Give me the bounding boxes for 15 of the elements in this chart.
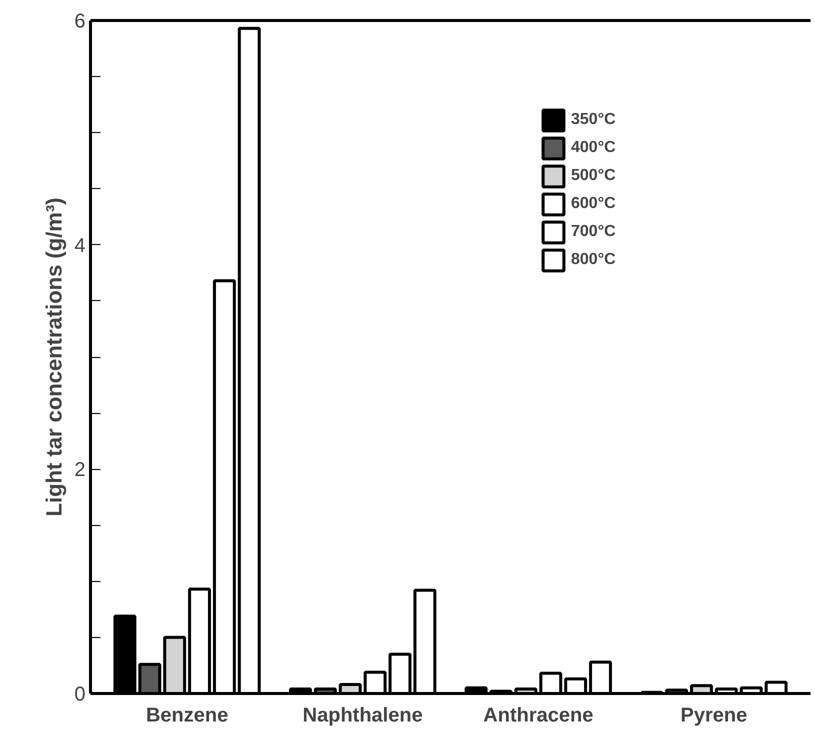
y-tick-label: 2 — [74, 459, 86, 482]
y-tick-label: 4 — [74, 234, 86, 257]
y-tick-label: 0 — [74, 684, 86, 706]
legend-label: 500°C — [571, 167, 616, 185]
x-tick-label: Benzene — [146, 704, 228, 726]
x-tick-label: Anthracene — [483, 704, 594, 726]
legend-label: 350°C — [571, 111, 616, 129]
legend-label: 600°C — [571, 195, 616, 213]
legend-label: 400°C — [571, 139, 616, 157]
x-tick-label: Pyrene — [680, 704, 748, 726]
y-axis-title: Light tar concentrations (g/m³) — [41, 198, 66, 516]
legend-label: 700°C — [571, 223, 616, 241]
y-tick-label: 6 — [74, 10, 86, 32]
legend-label: 800°C — [571, 251, 616, 269]
x-tick-label: Naphthalene — [302, 704, 423, 726]
